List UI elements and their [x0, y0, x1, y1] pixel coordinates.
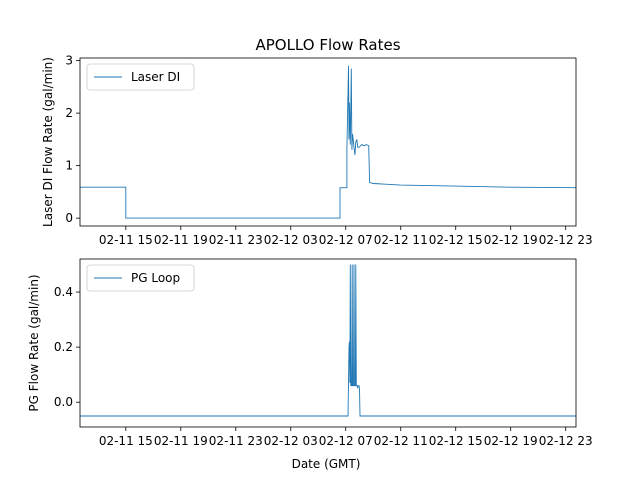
x-tick-label: 02-11 23	[209, 233, 263, 247]
series-line-laser-di	[80, 65, 577, 219]
pg-loop-legend: PG Loop	[86, 264, 195, 292]
pg-loop-axes-frame	[79, 258, 577, 428]
laser-di-y-ticks: 0 1 2 3	[65, 54, 80, 225]
y-tick-label: 2	[65, 106, 73, 120]
x-tick-label: 02-11 23	[209, 434, 263, 448]
laser-di-axes-frame	[79, 57, 577, 227]
x-tick-label: 02-12 23	[539, 233, 593, 247]
x-tick-label: 02-12 15	[429, 434, 483, 448]
x-tick-label: 02-11 19	[154, 434, 208, 448]
laser-di-series-group	[80, 65, 577, 219]
x-tick-label: 02-12 07	[319, 233, 373, 247]
y-tick-label: 0.0	[54, 395, 73, 409]
x-tick-label: 02-12 11	[374, 233, 428, 247]
x-tick-label: 02-12 19	[484, 233, 538, 247]
x-tick-label: 02-12 03	[264, 434, 318, 448]
laser-di-y-axis-label: Laser DI Flow Rate (gal/min)	[41, 57, 55, 227]
y-tick-label: 3	[65, 54, 73, 68]
x-tick-label: 02-11 15	[99, 233, 153, 247]
pg-loop-series-group	[80, 264, 576, 417]
x-tick-label: 02-11 15	[99, 434, 153, 448]
y-tick-label: 0.2	[54, 340, 73, 354]
x-tick-label: 02-12 19	[484, 434, 538, 448]
pg-loop-legend-label: PG Loop	[131, 271, 180, 285]
pg-loop-legend-box	[86, 264, 195, 292]
y-tick-label: 1	[65, 159, 73, 173]
laser-di-legend: Laser DI	[86, 63, 195, 91]
y-tick-label: 0	[65, 211, 73, 225]
x-tick-label: 02-12 03	[264, 233, 318, 247]
x-tick-label: 02-12 23	[539, 434, 593, 448]
laser-di-legend-box	[86, 63, 195, 91]
series-line-pg-loop	[80, 264, 576, 417]
x-axis-label: Date (GMT)	[292, 457, 361, 471]
x-tick-label: 02-11 19	[154, 233, 208, 247]
pg-loop-y-axis-label: PG Flow Rate (gal/min)	[27, 274, 41, 411]
x-tick-label: 02-12 11	[374, 434, 428, 448]
chart-title: APOLLO Flow Rates	[255, 36, 400, 54]
pg-loop-y-ticks: 0.0 0.2 0.4	[54, 285, 80, 409]
laser-di-legend-label: Laser DI	[131, 70, 180, 84]
x-tick-label: 02-12 15	[429, 233, 483, 247]
laser-di-x-ticks: 02-11 15 02-11 19 02-11 23 02-12 03 02-12 07…	[99, 226, 593, 247]
pg-loop-x-ticks: 02-11 15 02-11 19 02-11 23 02-12 03 02-12 07…	[99, 427, 593, 448]
x-tick-label: 02-12 07	[319, 434, 373, 448]
pg-loop-panel: 0.00.20.4 02-11 15 02-11 19 02-11 23 02-12 …	[27, 258, 593, 448]
y-tick-label: 0.4	[54, 285, 73, 299]
